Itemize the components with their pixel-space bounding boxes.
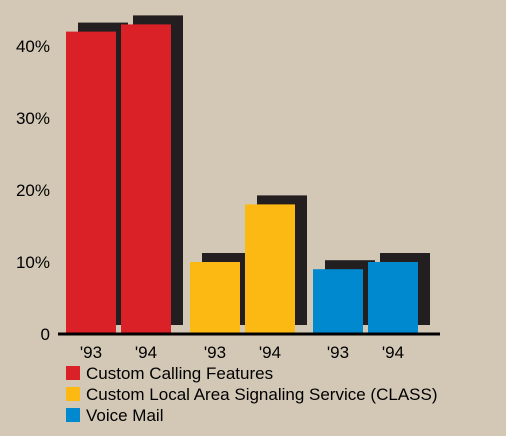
y-tick-label: 0 [41, 325, 50, 344]
bar [245, 204, 295, 334]
bar [66, 31, 116, 334]
bar [121, 24, 171, 335]
legend-swatch [66, 366, 80, 380]
x-tick-label: '93 [204, 343, 226, 362]
bar [190, 262, 240, 334]
x-tick-label: '94 [382, 343, 404, 362]
legend-label: Custom Calling Features [86, 364, 273, 383]
y-tick-label: 40% [16, 37, 50, 56]
x-axis-labels: '93 '94 '93 '94 '93 '94 [80, 343, 404, 362]
bars [66, 24, 418, 335]
x-tick-label: '93 [80, 343, 102, 362]
legend: Custom Calling Features Custom Local Area… [66, 364, 438, 425]
y-axis-labels: 0 10% 20% 30% 40% [16, 37, 50, 344]
y-tick-label: 20% [16, 181, 50, 200]
bar [313, 269, 363, 334]
legend-label: Voice Mail [86, 406, 163, 425]
x-tick-label: '93 [327, 343, 349, 362]
y-tick-label: 10% [16, 253, 50, 272]
bar [368, 262, 418, 334]
y-tick-label: 30% [16, 109, 50, 128]
x-tick-label: '94 [259, 343, 281, 362]
x-tick-label: '94 [135, 343, 157, 362]
legend-label: Custom Local Area Signaling Service (CLA… [86, 385, 438, 404]
legend-swatch [66, 408, 80, 422]
legend-swatch [66, 387, 80, 401]
